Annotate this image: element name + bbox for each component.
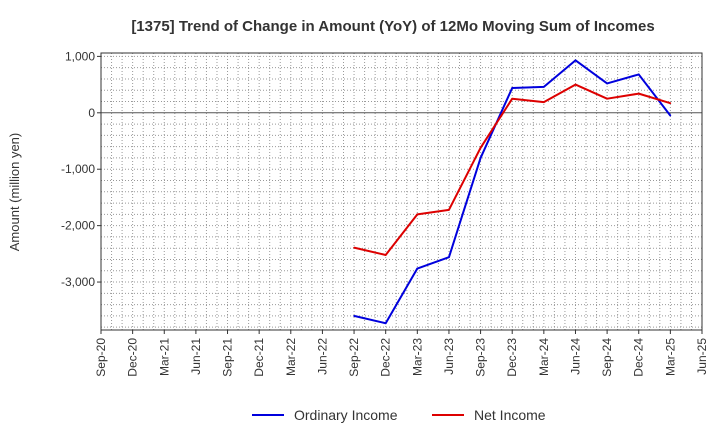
x-tick-label: Sep-23 (474, 338, 488, 377)
series-net-income (353, 83, 672, 256)
y-tick-label: -3,000 (61, 275, 95, 289)
x-tick-label: Jun-21 (189, 338, 203, 375)
x-tick-label: Mar-21 (157, 338, 171, 376)
legend-label: Ordinary Income (294, 407, 398, 423)
chart-title: [1375] Trend of Change in Amount (YoY) o… (131, 18, 654, 35)
x-tick-label: Dec-21 (252, 338, 266, 377)
x-tick-label: Sep-21 (221, 338, 235, 377)
x-tick-label: Dec-22 (379, 338, 393, 377)
series-line (353, 59, 672, 325)
series-lines (353, 59, 672, 325)
x-tick-label: Jun-22 (315, 338, 329, 375)
series-line (353, 83, 671, 256)
plot-frame (100, 52, 703, 331)
x-tick-label: Dec-23 (505, 338, 519, 377)
y-tick-label: 0 (88, 106, 95, 120)
legend: Ordinary Income Net Income (252, 407, 546, 423)
x-tick-label: Dec-20 (126, 338, 140, 377)
y-tick-label: -1,000 (61, 162, 95, 176)
x-tick-label: Dec-24 (632, 338, 646, 377)
x-tick-label: Sep-22 (347, 338, 361, 377)
x-tick-label: Sep-24 (600, 338, 614, 377)
y-axis-label: Amount (million yen) (7, 133, 22, 252)
y-tick-label: -2,000 (61, 219, 95, 233)
grid (101, 53, 702, 330)
x-tick-label: Jun-23 (442, 338, 456, 375)
tick-labels: 1,000 0 -1,000 -2,000 -3,000 Sep-20 Dec-20 Mar-… (61, 49, 709, 376)
legend-label: Net Income (474, 407, 546, 423)
x-tick-label: Jun-24 (568, 338, 582, 375)
x-tick-label: Mar-25 (663, 338, 677, 376)
x-tick-label: Mar-23 (410, 338, 424, 376)
x-tick-label: Sep-20 (94, 338, 108, 377)
axes (97, 52, 703, 334)
x-tick-label: Mar-24 (537, 338, 551, 376)
series-ordinary-income (353, 59, 672, 325)
x-tick-label: Mar-22 (284, 338, 298, 376)
x-tick-label: Jun-25 (695, 338, 709, 375)
y-tick-label: 1,000 (65, 49, 95, 63)
